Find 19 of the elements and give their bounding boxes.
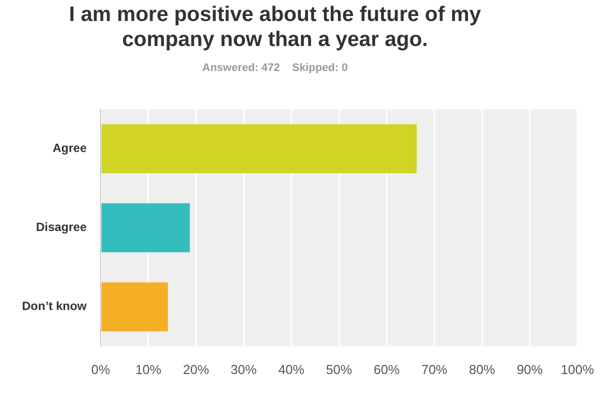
x-tick-label: 10%	[135, 362, 162, 377]
x-tick-label: 40%	[278, 362, 305, 377]
y-tick-label: Agree	[52, 141, 87, 156]
y-tick-label: Don’t know	[22, 299, 88, 314]
x-tick-label: 90%	[516, 362, 544, 377]
x-tick-label: 70%	[421, 362, 448, 377]
x-tick-label: 20%	[182, 362, 210, 377]
x-tick-label: 60%	[374, 362, 400, 377]
x-tick-label: 50%	[326, 362, 352, 377]
x-tick-label: 80%	[469, 362, 496, 377]
x-tick-label: 0%	[91, 362, 110, 377]
x-tick-label: 30%	[230, 362, 258, 377]
y-tick-label: Disagree	[36, 220, 87, 234]
bar	[101, 124, 417, 174]
x-tick-label: 100%	[560, 362, 594, 377]
bar	[101, 282, 168, 332]
bar	[101, 203, 190, 252]
chart-subtitle: Answered: 472 Skipped: 0	[201, 62, 349, 74]
chart-title: I am more positive about the future of my company now than a year ago.	[68, 2, 482, 52]
